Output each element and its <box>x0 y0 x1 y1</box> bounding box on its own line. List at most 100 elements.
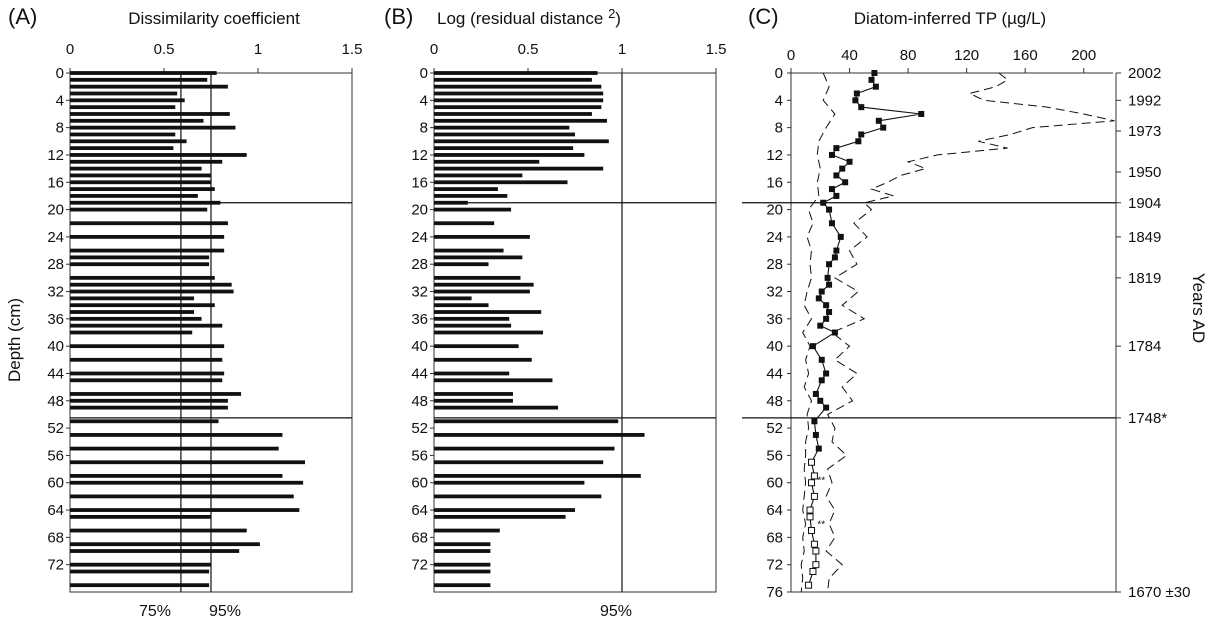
bar <box>434 255 523 260</box>
bar <box>70 419 219 424</box>
y-tick-label: 16 <box>47 174 64 191</box>
panel-c: (C) Diatom-inferred TP (µg/L) Years AD 0… <box>742 4 1208 601</box>
bar <box>434 419 619 424</box>
bar <box>434 71 598 75</box>
y-tick-label: 40 <box>47 338 64 355</box>
y-tick-label: 24 <box>47 229 64 246</box>
y-tick-label: 48 <box>766 393 783 410</box>
tp-point-filled <box>817 397 824 404</box>
bar <box>434 159 540 164</box>
bar <box>434 514 566 519</box>
panel-a-letter: (A) <box>8 4 37 29</box>
bar <box>434 392 513 396</box>
asterisk-annotation: ** <box>817 475 825 486</box>
x-tick-label: 120 <box>954 47 979 64</box>
y-tick-label: 48 <box>47 393 64 410</box>
y-tick-label: 68 <box>411 529 428 546</box>
y-tick-label: 24 <box>766 229 783 246</box>
y-tick-label: 64 <box>411 502 428 519</box>
y-tick-label: 16 <box>411 174 428 191</box>
year-label: 1819 <box>1128 270 1161 287</box>
tp-point-open <box>807 458 815 466</box>
bar <box>434 474 641 478</box>
bar <box>434 105 602 110</box>
bar <box>434 112 592 116</box>
panel-b-letter: (B) <box>384 4 413 29</box>
x-tick-label: 160 <box>1013 47 1038 64</box>
bar <box>70 344 225 349</box>
tp-point-filled <box>823 315 830 322</box>
year-label: 1849 <box>1128 229 1161 246</box>
y-tick-label: 76 <box>766 584 783 601</box>
tp-point-filled <box>823 302 830 309</box>
tp-point-filled <box>918 110 925 117</box>
bar <box>70 71 217 75</box>
panel-b-title-close: ) <box>615 9 621 28</box>
panel-c-letter: (C) <box>748 4 779 29</box>
error-bound-line <box>800 72 836 593</box>
bar <box>70 139 187 144</box>
bar <box>70 105 176 110</box>
tp-point-filled <box>826 309 833 316</box>
tp-point-filled <box>826 261 833 268</box>
y-tick-label: 20 <box>766 202 783 219</box>
bar <box>70 132 176 137</box>
x-tick-label: 0 <box>430 41 438 58</box>
bar <box>434 296 472 301</box>
y-tick-label: 12 <box>766 147 783 164</box>
y-tick-label: 72 <box>47 557 64 574</box>
panel-b: (B) Log (residual distance 2) 0 0.5 1 1.5 0 4… <box>384 4 726 620</box>
bar <box>70 378 223 383</box>
y-tick-label: 28 <box>766 256 783 273</box>
tp-point-filled <box>858 104 865 111</box>
tp-point-open <box>810 472 818 480</box>
bar <box>70 275 215 280</box>
y-tick-label: 36 <box>766 311 783 328</box>
y-tick-label: 40 <box>411 338 428 355</box>
tp-point-filled <box>852 97 859 104</box>
tp-point-filled <box>872 83 879 90</box>
bar <box>434 528 500 533</box>
bar <box>434 310 542 314</box>
y-tick-label: 44 <box>411 365 428 382</box>
panel-c-title: Diatom-inferred TP (µg/L) <box>854 9 1046 28</box>
bar <box>70 330 193 335</box>
tp-point-open <box>812 561 820 569</box>
bar <box>70 166 202 171</box>
y-tick-label: 32 <box>47 284 64 301</box>
y-tick-label: 64 <box>766 502 783 519</box>
bar <box>70 207 208 212</box>
year-label: 1973 <box>1128 123 1161 140</box>
panel-b-title-text: Log (residual distance <box>437 9 603 28</box>
bar <box>70 187 215 191</box>
bar <box>434 323 512 328</box>
years-axis-label: Years AD <box>1189 273 1208 343</box>
x-tick-label: 1.5 <box>342 41 363 58</box>
y-tick-label: 8 <box>56 120 64 137</box>
x-tick-label: 40 <box>841 47 858 64</box>
tp-point-filled <box>809 343 816 350</box>
bar <box>434 316 510 321</box>
tp-point-filled <box>815 445 822 452</box>
bar <box>434 91 604 96</box>
tp-point-filled <box>839 165 846 172</box>
tp-point-filled <box>846 158 853 165</box>
bar <box>434 357 532 362</box>
bar <box>70 194 198 198</box>
tp-point-open <box>807 527 815 535</box>
bar <box>70 528 247 533</box>
tp-point-filled <box>820 199 827 206</box>
y-tick-label: 32 <box>766 284 783 301</box>
x-tick-label: 0.5 <box>518 41 539 58</box>
asterisk-annotation: ** <box>817 520 825 531</box>
x-tick-label: 80 <box>900 47 917 64</box>
bar <box>434 275 521 280</box>
y-tick-label: 52 <box>411 420 428 437</box>
tp-point-open <box>809 568 817 576</box>
y-tick-label: 20 <box>47 202 64 219</box>
tp-series-line <box>808 72 922 586</box>
bar <box>434 207 512 212</box>
panel-b-title-superscript: 2 <box>608 6 615 21</box>
y-tick-label: 68 <box>766 529 783 546</box>
bar <box>434 221 495 226</box>
